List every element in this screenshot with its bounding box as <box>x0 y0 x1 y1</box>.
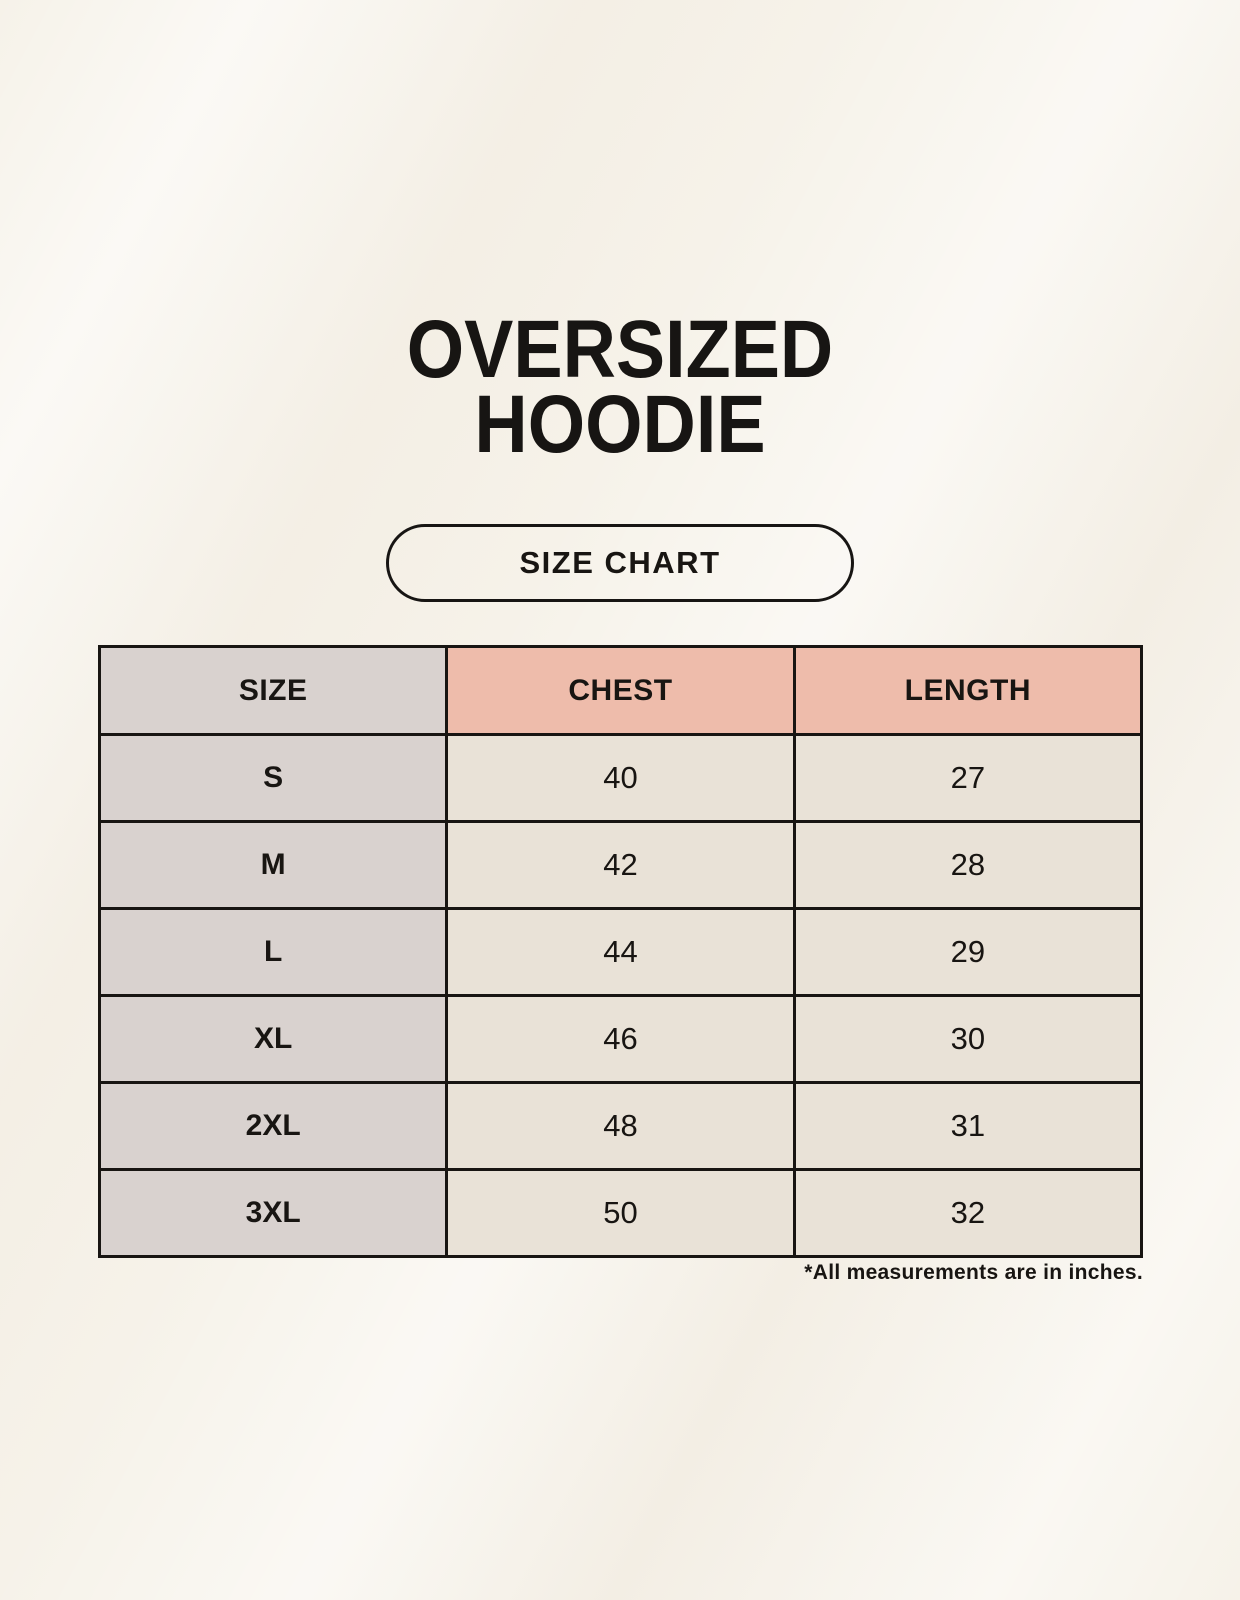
column-header-chest: CHEST <box>445 645 796 736</box>
size-cell: XL <box>97 994 449 1084</box>
table-row-s: S 40 27 <box>97 733 1144 823</box>
table-header-row: SIZE CHEST LENGTH <box>97 645 1144 736</box>
length-cell: 30 <box>792 994 1144 1084</box>
page-title: OVERSIZED HOODIE <box>62 309 1178 466</box>
size-chart-badge-label: SIZE CHART <box>519 545 721 580</box>
chest-cell: 48 <box>445 1081 796 1171</box>
size-cell: S <box>97 733 449 823</box>
size-cell: 3XL <box>97 1168 449 1258</box>
length-cell: 29 <box>792 907 1144 997</box>
size-chart-badge: SIZE CHART <box>386 524 854 602</box>
size-table: SIZE CHEST LENGTH S 40 27 M 42 28 L 44 2… <box>97 645 1144 1258</box>
chest-cell: 40 <box>445 733 796 823</box>
size-cell: L <box>97 907 449 997</box>
table-row-l: L 44 29 <box>97 907 1144 997</box>
size-cell: M <box>97 820 449 910</box>
chest-cell: 50 <box>445 1168 796 1258</box>
page-title-line-1: OVERSIZED <box>406 304 834 395</box>
length-cell: 28 <box>792 820 1144 910</box>
table-row-3xl: 3XL 50 32 <box>97 1168 1144 1258</box>
chest-cell: 42 <box>445 820 796 910</box>
table-row-xl: XL 46 30 <box>97 994 1144 1084</box>
size-cell: 2XL <box>97 1081 449 1171</box>
page-title-line-2: HOODIE <box>474 379 766 471</box>
column-header-size: SIZE <box>97 645 449 736</box>
length-cell: 31 <box>792 1081 1144 1171</box>
length-cell: 27 <box>792 733 1144 823</box>
measurements-footnote: *All measurements are in inches. <box>804 1261 1143 1284</box>
table-row-m: M 42 28 <box>97 820 1144 910</box>
length-cell: 32 <box>792 1168 1144 1258</box>
chest-cell: 44 <box>445 907 796 997</box>
column-header-length: LENGTH <box>792 645 1144 736</box>
chest-cell: 46 <box>445 994 796 1084</box>
table-row-2xl: 2XL 48 31 <box>97 1081 1144 1171</box>
